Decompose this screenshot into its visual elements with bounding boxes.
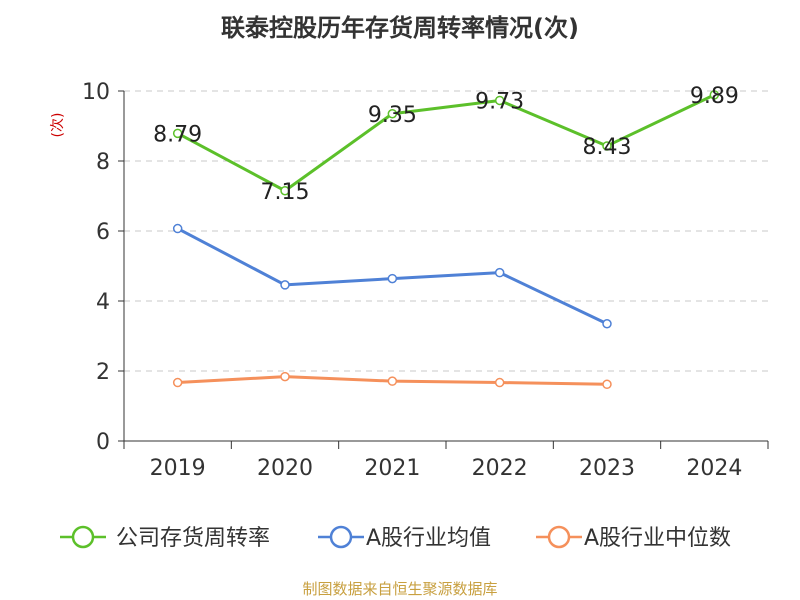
x-tick-label-2020: 2020 bbox=[257, 456, 313, 481]
x-tick-label-2024: 2024 bbox=[686, 456, 742, 481]
legend-label-2: A股行业中位数 bbox=[584, 526, 731, 551]
legend-label-1: A股行业均值 bbox=[366, 526, 491, 551]
series-line-0 bbox=[176, 93, 715, 193]
x-tick-label-2019: 2019 bbox=[150, 456, 206, 481]
data-label-2019: 8.79 bbox=[153, 122, 202, 147]
series-1-point-2023 bbox=[602, 319, 612, 329]
y-tick-label: 4 bbox=[96, 290, 110, 315]
series-2-point-2023 bbox=[602, 379, 612, 390]
series-1-point-2021 bbox=[387, 273, 398, 284]
x-tick-label-2022: 2022 bbox=[472, 456, 528, 481]
x-tick-label-2023: 2023 bbox=[579, 456, 635, 481]
y-tick-label: 2 bbox=[96, 360, 110, 385]
legend: 公司存货周转率 A股行业均值 A股行业中位数 bbox=[60, 525, 731, 551]
x-tick-label-2021: 2021 bbox=[364, 456, 420, 481]
y-tick-label: 6 bbox=[96, 220, 110, 245]
grid-lines bbox=[124, 90, 768, 372]
data-label-2023: 8.43 bbox=[583, 135, 632, 160]
data-label-2024: 9.89 bbox=[690, 84, 739, 109]
series-0-point-2019 bbox=[172, 128, 183, 139]
y-tick-label: 8 bbox=[96, 150, 110, 175]
series-2-point-2022 bbox=[494, 377, 505, 388]
chart-title: 联泰控股历年存货周转率情况(次) bbox=[221, 14, 579, 42]
series-0-point-2021 bbox=[387, 109, 398, 119]
series-layer bbox=[172, 90, 720, 390]
axes: 0 2 4 6 8 10 2019 2020 2021 2022 2023 2024 bbox=[82, 80, 769, 481]
series-0-point-2023 bbox=[602, 141, 612, 151]
series-0-point-2022 bbox=[494, 95, 505, 106]
series-0-point-2024 bbox=[709, 90, 720, 100]
series-2-point-2020 bbox=[280, 371, 290, 382]
series-2-point-2019 bbox=[172, 377, 183, 388]
data-labels: 8.79 7.15 9.35 9.73 8.43 9.89 bbox=[153, 84, 739, 205]
legend-label-0: 公司存货周转率 bbox=[116, 526, 270, 551]
y-axis-unit: (次) bbox=[50, 113, 66, 138]
y-tick-label: 10 bbox=[82, 80, 110, 105]
legend-marker-2 bbox=[547, 525, 571, 549]
data-label-2020: 7.15 bbox=[261, 180, 310, 205]
y-tick-label: 0 bbox=[96, 430, 110, 455]
series-1-point-2020 bbox=[280, 280, 290, 290]
series-1-point-2022 bbox=[494, 267, 505, 278]
data-label-2021: 9.35 bbox=[368, 103, 417, 128]
series-2-point-2021 bbox=[387, 376, 398, 386]
legend-marker-0 bbox=[71, 525, 95, 549]
series-1-point-2019 bbox=[172, 223, 183, 234]
source-note: 制图数据来自恒生聚源数据库 bbox=[302, 580, 497, 598]
series-0-point-2020 bbox=[280, 186, 290, 196]
legend-marker-1 bbox=[329, 525, 353, 549]
data-label-2022: 9.73 bbox=[475, 89, 524, 114]
